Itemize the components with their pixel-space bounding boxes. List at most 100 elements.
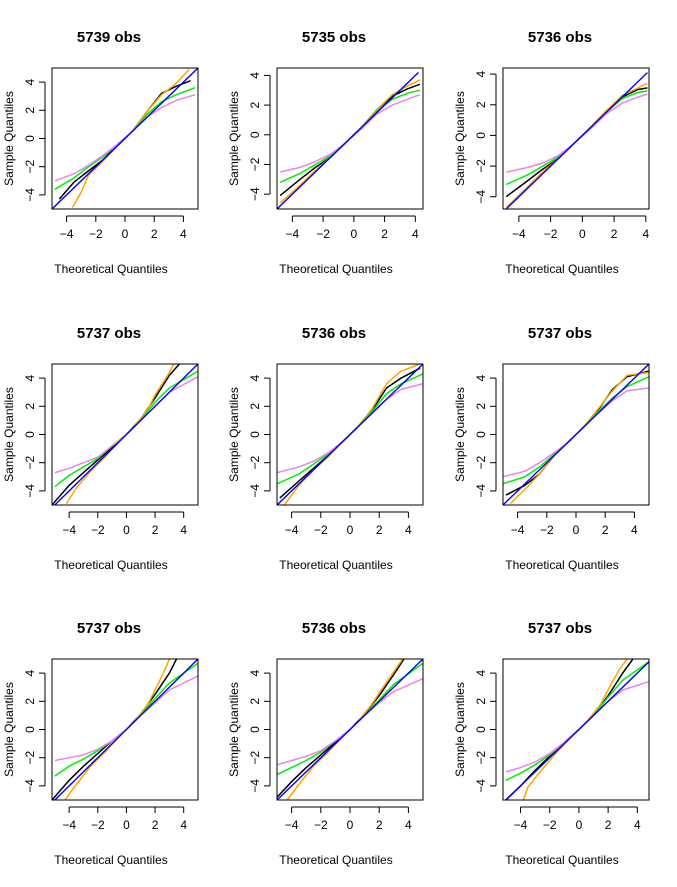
plot-title: 5739 obs (77, 29, 141, 46)
y-tick-label: −2 (23, 751, 37, 765)
series-line (505, 87, 648, 198)
x-tick-label: −4 (286, 227, 300, 241)
series-line (505, 661, 649, 781)
x-tick-label: −2 (314, 523, 328, 537)
x-tick-label: 4 (405, 523, 412, 537)
y-tick-label: 4 (474, 374, 488, 381)
x-axis-label: Theoretical Quantiles (505, 262, 618, 276)
qq-plot-panel: 5739 obs −4 −2 0 2 4 −4 −2 0 2 4 Theoretical Quanti… (2, 29, 199, 276)
x-tick-label: 0 (347, 818, 354, 832)
y-axis-label: Sample Quantiles (227, 682, 241, 777)
x-tick-label: 0 (347, 523, 354, 537)
series-line (505, 90, 648, 186)
y-axis-label: Sample Quantiles (227, 387, 241, 482)
series-line (509, 371, 649, 505)
reference-line (277, 71, 419, 209)
y-tick-label: −2 (474, 751, 488, 765)
plot-title: 5736 obs (302, 325, 366, 342)
y-tick-label: 4 (23, 374, 37, 381)
x-tick-label: 4 (412, 227, 419, 241)
x-tick-label: −4 (514, 818, 528, 832)
qq-plot-panel: 5737 obs −4 −2 0 2 4 −4 −2 0 2 4 Theoretical Quanti… (453, 325, 650, 572)
y-tick-label: −2 (474, 159, 488, 173)
series-line (286, 659, 404, 800)
y-tick-label: 2 (474, 698, 488, 705)
y-tick-label: −2 (248, 751, 262, 765)
x-tick-label: −2 (543, 818, 557, 832)
x-axis-label: Theoretical Quantiles (54, 558, 167, 572)
series-line (279, 93, 421, 173)
y-axis-label: Sample Quantiles (2, 387, 16, 482)
y-tick-label: −4 (23, 484, 37, 498)
x-axis-label: Theoretical Quantiles (279, 262, 392, 276)
series-line (54, 675, 198, 762)
plot-frame (276, 363, 424, 506)
y-tick-label: 4 (248, 669, 262, 676)
series-line (279, 83, 421, 197)
x-tick-label: −4 (285, 818, 299, 832)
y-tick-label: 0 (474, 132, 488, 139)
x-tick-label: 2 (376, 523, 383, 537)
x-tick-label: 4 (642, 227, 649, 241)
reference-line (53, 659, 198, 800)
x-tick-label: −2 (89, 227, 103, 241)
qq-plot-panel: 5737 obs −4 −2 0 2 4 −4 −2 0 2 4 Theoretical Quanti… (2, 620, 199, 867)
x-tick-label: −4 (285, 523, 299, 537)
reference-line (277, 659, 423, 800)
y-axis-label: Sample Quantiles (453, 387, 467, 482)
y-tick-label: 2 (248, 698, 262, 705)
y-axis-label: Sample Quantiles (453, 91, 467, 186)
plot-frame (276, 67, 424, 210)
series-line (52, 659, 178, 800)
reference-line (53, 364, 198, 505)
x-tick-label: 2 (376, 818, 383, 832)
y-tick-label: −4 (248, 187, 262, 201)
x-tick-label: 2 (152, 818, 159, 832)
y-tick-label: 4 (248, 374, 262, 381)
plot-frame (502, 658, 650, 801)
x-tick-label: 4 (180, 227, 187, 241)
y-tick-label: −4 (23, 779, 37, 793)
series-line (64, 659, 171, 800)
y-tick-label: 4 (474, 70, 488, 77)
series-line (52, 364, 180, 505)
x-tick-label: −2 (540, 523, 554, 537)
reference-line (52, 68, 198, 209)
qq-plot-panel: 5736 obs −4 −2 0 2 4 −4 −2 0 2 4 Theoretical Quanti… (227, 325, 424, 572)
y-tick-label: −4 (474, 779, 488, 793)
series-line (279, 89, 421, 183)
y-tick-label: −2 (248, 456, 262, 470)
y-tick-label: 4 (23, 78, 37, 85)
y-axis-label: Sample Quantiles (2, 91, 16, 186)
x-tick-label: 2 (152, 523, 159, 537)
x-tick-label: 4 (631, 523, 638, 537)
plot-title: 5737 obs (77, 620, 141, 637)
y-axis-label: Sample Quantiles (2, 682, 16, 777)
y-tick-label: 0 (23, 726, 37, 733)
plot-frame (51, 67, 199, 210)
y-tick-label: −4 (474, 190, 488, 204)
plot-title: 5736 obs (528, 29, 592, 46)
x-tick-label: −2 (91, 523, 105, 537)
y-axis-label: Sample Quantiles (227, 91, 241, 186)
y-tick-label: 2 (23, 698, 37, 705)
plot-frame (502, 363, 650, 506)
qq-plot-panel: 5737 obs −4 −2 0 2 4 −4 −2 0 2 4 Theoretical Quanti… (453, 620, 650, 867)
x-tick-label: 0 (123, 523, 130, 537)
y-tick-label: 0 (248, 131, 262, 138)
plot-frame (51, 658, 199, 801)
y-tick-label: 0 (23, 135, 37, 142)
y-tick-label: 0 (474, 726, 488, 733)
y-tick-label: −2 (474, 456, 488, 470)
x-tick-label: 4 (405, 818, 412, 832)
series-line (277, 678, 423, 766)
y-tick-label: −4 (248, 484, 262, 498)
y-tick-label: −4 (248, 779, 262, 793)
x-tick-label: −2 (91, 818, 105, 832)
series-line (65, 364, 175, 505)
y-tick-label: 4 (474, 669, 488, 676)
reference-line (504, 660, 649, 800)
plot-title: 5737 obs (77, 325, 141, 342)
x-tick-label: 0 (350, 227, 357, 241)
